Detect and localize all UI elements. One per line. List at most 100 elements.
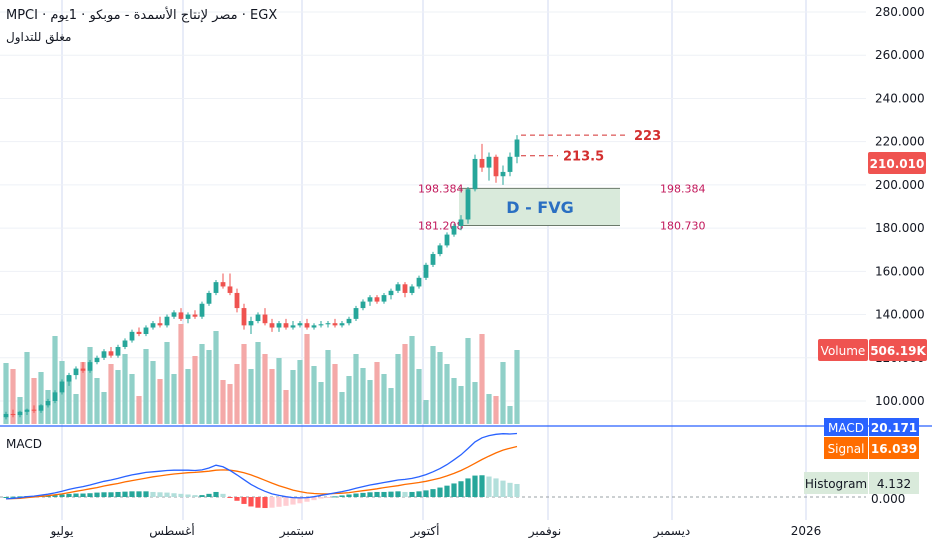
- candle-body: [500, 171, 506, 177]
- candle-body: [409, 286, 415, 293]
- symbol-title[interactable]: MPCI · مصر لإنتاج الأسمدة - موبكو · 1يوم…: [6, 8, 278, 23]
- volume-badge: Volume 506.19K: [818, 339, 927, 361]
- candle-body: [318, 324, 324, 326]
- volume-bar: [171, 374, 177, 424]
- histogram-bar: [234, 497, 240, 501]
- macd-title: MACD: [6, 437, 42, 451]
- histogram-bar: [150, 491, 156, 497]
- candle-body: [38, 405, 44, 411]
- volume-bar: [493, 396, 499, 424]
- histogram-bar: [318, 497, 324, 499]
- histogram-bar: [444, 485, 450, 497]
- candle-body: [122, 340, 128, 347]
- candle-body: [465, 189, 471, 220]
- candle-body: [486, 156, 492, 168]
- volume-bar: [192, 356, 198, 424]
- histogram-bar: [325, 497, 331, 498]
- grid: [0, 0, 866, 520]
- price-axis[interactable]: 100.000120.000140.000160.000180.000200.0…: [875, 5, 925, 408]
- volume-bar: [38, 372, 44, 424]
- volume-bar: [395, 354, 401, 424]
- candle-body: [493, 156, 499, 177]
- histogram-bar: [332, 496, 338, 498]
- volume-bar: [66, 376, 72, 424]
- candle-body: [325, 323, 331, 325]
- candle-body: [472, 158, 478, 190]
- price-tick-label: 280.000: [875, 5, 925, 19]
- candle-body: [66, 375, 72, 382]
- price-tick-label: 100.000: [875, 394, 925, 408]
- volume-bar: [248, 369, 254, 424]
- candle-body: [416, 277, 422, 287]
- volume-bar: [423, 400, 429, 424]
- volume-bar: [444, 364, 450, 424]
- candle-body: [479, 158, 485, 168]
- price-tick-label: 140.000: [875, 308, 925, 322]
- target-223-label: 223: [634, 129, 661, 144]
- candle-body: [206, 292, 212, 304]
- volume-bar: [472, 382, 478, 424]
- volume-bar: [185, 369, 191, 424]
- candle-body: [59, 381, 65, 393]
- price-tick-label: 220.000: [875, 135, 925, 149]
- histogram-bar: [297, 497, 303, 504]
- candle-body: [458, 219, 464, 226]
- histogram-badge: Histogram 4.132: [804, 472, 919, 494]
- candle-body: [339, 323, 345, 326]
- volume-bar: [325, 350, 331, 424]
- histogram-bar: [129, 491, 135, 497]
- candle-body: [388, 290, 394, 296]
- target-213-label: 213.5: [563, 150, 604, 165]
- candle-body: [332, 323, 338, 326]
- volume-bar: [416, 369, 422, 424]
- histogram-bar: [101, 492, 107, 497]
- svg-text:Histogram: Histogram: [805, 477, 867, 491]
- histogram-bar: [10, 496, 16, 498]
- fvg-zone[interactable]: D - FVG 198.384 198.384 181.208 180.730: [418, 182, 706, 232]
- price-tick-label: 160.000: [875, 264, 925, 278]
- histogram-bar: [374, 491, 380, 497]
- volume-bar: [290, 370, 296, 424]
- candle-body: [171, 312, 177, 317]
- candle-body: [360, 301, 366, 309]
- histogram-bar: [269, 497, 275, 508]
- volume-bar: [514, 350, 520, 424]
- histogram-bar: [66, 493, 72, 497]
- volume-bar: [283, 390, 289, 424]
- histogram-bar: [430, 489, 436, 497]
- volume-bar: [465, 338, 471, 424]
- histogram-bar: [143, 491, 149, 497]
- time-axis[interactable]: يوليو أغسطس سبتمبر أكتوبر نوفمبر ديسمبر 2026: [49, 523, 821, 539]
- volume-bars: [3, 324, 520, 424]
- price-tick-label: 260.000: [875, 48, 925, 62]
- candle-body: [10, 413, 16, 416]
- volume-bar: [80, 362, 86, 424]
- histogram-bar: [402, 491, 408, 497]
- histogram-bar: [493, 478, 499, 497]
- svg-text:20.171: 20.171: [871, 421, 917, 435]
- volume-bar: [101, 392, 107, 424]
- histogram-bar: [500, 480, 506, 497]
- candle-body: [73, 368, 79, 376]
- macd-histogram: [3, 475, 520, 509]
- candlesticks[interactable]: [3, 135, 520, 420]
- svg-text:16.039: 16.039: [871, 442, 917, 456]
- volume-bar: [234, 364, 240, 424]
- market-status: مغلق للتداول: [6, 30, 72, 44]
- candle-body: [276, 323, 282, 328]
- histogram-bar: [248, 497, 254, 507]
- macd-pane[interactable]: [0, 432, 866, 509]
- volume-bar: [297, 360, 303, 424]
- time-tick-label: أغسطس: [149, 523, 194, 539]
- candle-body: [255, 314, 261, 322]
- target-lines[interactable]: 223 213.5: [521, 129, 661, 165]
- histogram-bar: [59, 494, 65, 497]
- candle-body: [80, 368, 86, 371]
- volume-bar: [311, 366, 317, 424]
- histogram-bar: [136, 491, 142, 497]
- volume-bar: [500, 362, 506, 424]
- candle-body: [136, 331, 142, 335]
- fvg-rectangle[interactable]: [459, 188, 620, 226]
- time-tick-label: ديسمبر: [653, 524, 691, 539]
